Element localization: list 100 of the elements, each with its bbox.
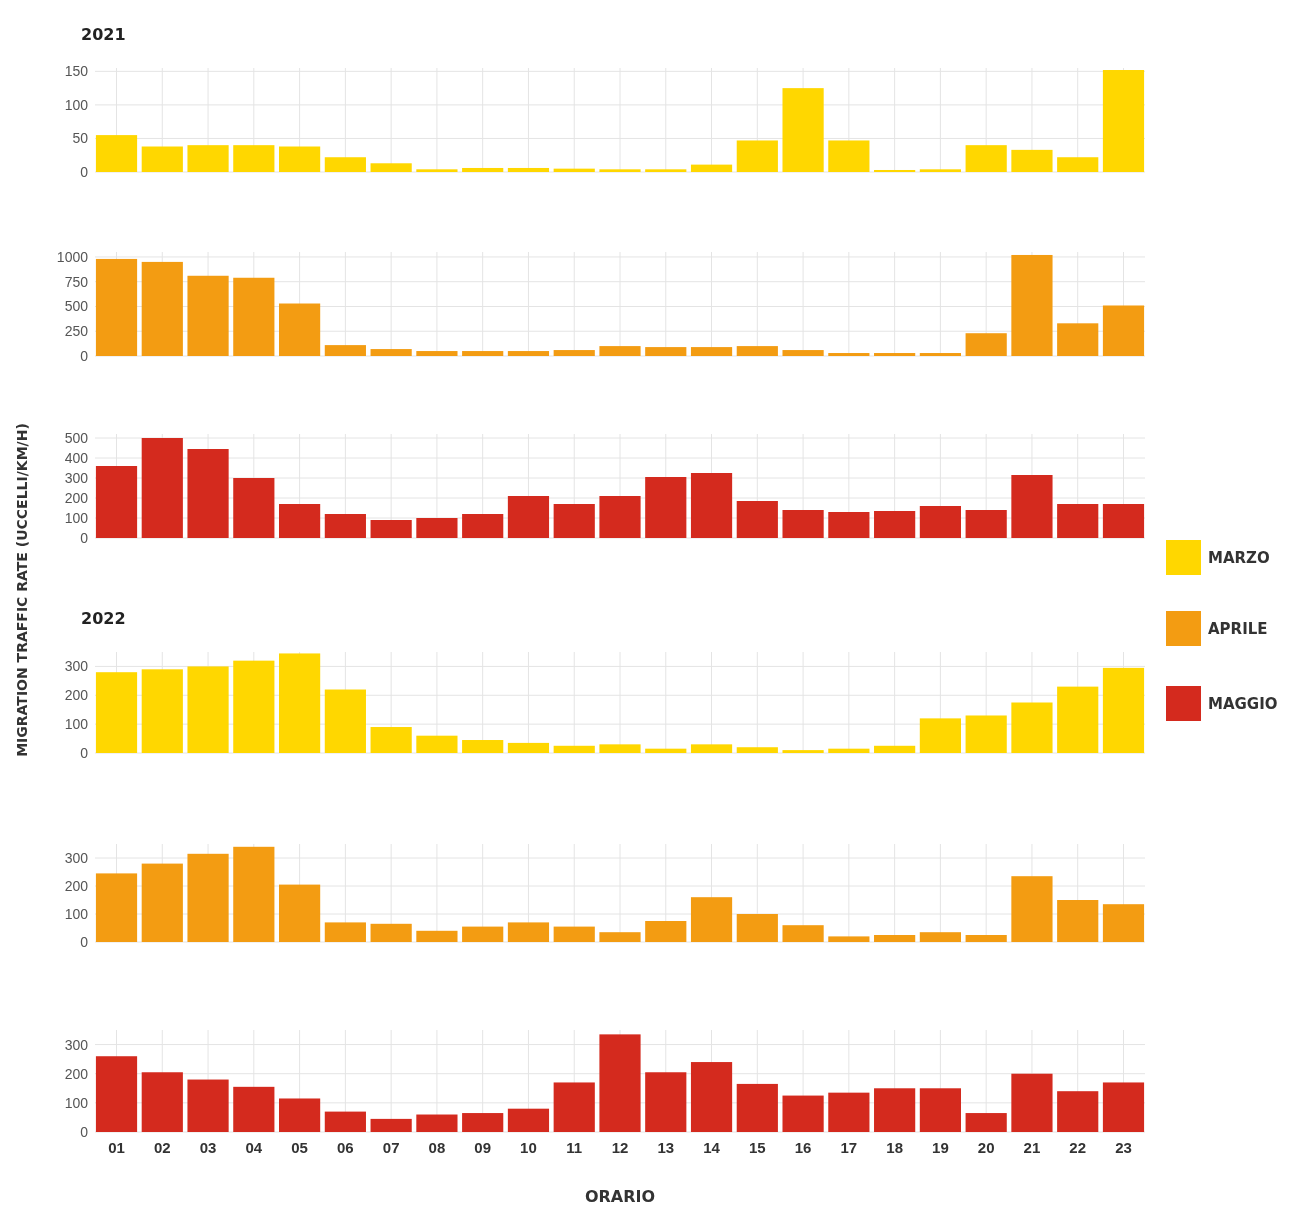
legend-label: MAGGIO <box>1208 695 1278 713</box>
bar <box>1102 904 1145 942</box>
bar <box>874 511 916 538</box>
y-tick-label: 200 <box>64 1065 89 1082</box>
bar <box>599 496 641 538</box>
bar <box>965 510 1007 538</box>
bar <box>1057 323 1099 356</box>
bar <box>690 164 733 172</box>
y-tick-label: 0 <box>80 347 89 364</box>
y-tick-label: 200 <box>64 877 89 894</box>
bar <box>874 1088 916 1132</box>
bar <box>279 653 321 753</box>
bar <box>782 350 824 356</box>
bar <box>919 169 961 172</box>
bar <box>736 346 778 356</box>
bar <box>782 1095 824 1132</box>
bar <box>233 277 275 356</box>
bar <box>187 853 229 942</box>
bar <box>141 438 183 538</box>
bar <box>462 1113 504 1132</box>
bar <box>233 478 275 538</box>
bar <box>1057 1091 1099 1132</box>
bar <box>690 1062 733 1132</box>
bar <box>599 169 641 172</box>
bar <box>279 1098 321 1132</box>
bar <box>187 275 229 356</box>
x-tick-label: 05 <box>291 1139 308 1156</box>
bar <box>965 935 1007 942</box>
bar <box>553 1082 595 1132</box>
bar <box>828 748 870 753</box>
bar <box>645 921 687 942</box>
bar <box>141 261 183 356</box>
y-tick-label: 0 <box>80 163 89 180</box>
x-tick-label: 01 <box>108 1139 125 1156</box>
x-tick-label: 11 <box>566 1139 583 1156</box>
bar <box>965 1113 1007 1132</box>
x-tick-label: 10 <box>520 1139 537 1156</box>
x-tick-label: 04 <box>245 1139 263 1156</box>
bar <box>233 1086 275 1132</box>
bar <box>279 884 321 942</box>
bar <box>782 750 824 753</box>
x-tick-label: 23 <box>1115 1139 1132 1156</box>
bar <box>965 145 1007 172</box>
bar <box>141 863 183 942</box>
bar <box>279 504 321 538</box>
bar <box>324 922 366 942</box>
x-tick-label: 17 <box>840 1139 858 1156</box>
bar <box>507 742 550 753</box>
bar <box>416 351 458 356</box>
y-tick-label: 100 <box>64 905 89 922</box>
y-tick-label: 100 <box>64 509 89 526</box>
bar <box>645 347 687 356</box>
bar <box>507 167 550 172</box>
bar <box>95 1056 138 1132</box>
bar <box>370 1118 412 1132</box>
bar <box>1011 1073 1053 1132</box>
bar <box>141 146 183 172</box>
bar <box>324 345 366 356</box>
y-tick-label: 100 <box>64 716 89 733</box>
x-axis-title: ORARIO <box>584 1187 656 1206</box>
bar <box>919 932 961 942</box>
y-tick-label: 750 <box>64 273 89 290</box>
bar <box>782 925 824 942</box>
bar <box>324 514 366 538</box>
bar <box>828 512 870 538</box>
x-tick-label: 02 <box>153 1139 171 1156</box>
bar <box>782 510 824 538</box>
bar <box>95 258 138 356</box>
bar <box>507 351 550 356</box>
bar <box>553 926 595 942</box>
bar <box>645 169 687 172</box>
bar <box>1102 70 1145 172</box>
x-tick-label: 16 <box>794 1139 812 1156</box>
bar <box>95 672 138 753</box>
bar <box>1011 876 1053 942</box>
bar <box>828 1092 870 1132</box>
bar <box>874 353 916 356</box>
bar <box>416 518 458 538</box>
bar <box>828 936 870 942</box>
bar <box>1102 504 1145 538</box>
y-tick-label: 400 <box>64 449 89 466</box>
bar <box>645 1072 687 1132</box>
y-tick-label: 250 <box>64 323 89 340</box>
bar <box>416 1114 458 1132</box>
bar <box>1102 667 1145 753</box>
bar <box>233 660 275 753</box>
bar <box>1011 475 1053 538</box>
bar <box>279 146 321 172</box>
bar <box>874 169 916 172</box>
bar <box>965 333 1007 356</box>
x-tick-label: 07 <box>382 1139 400 1156</box>
bar <box>828 140 870 172</box>
bar <box>507 1108 550 1132</box>
bar <box>1102 1082 1145 1132</box>
x-tick-label: 22 <box>1069 1139 1087 1156</box>
y-tick-label: 150 <box>64 63 89 80</box>
y-tick-label: 500 <box>64 429 89 446</box>
y-tick-label: 300 <box>64 1036 89 1053</box>
bar <box>736 914 778 942</box>
bar <box>828 353 870 356</box>
